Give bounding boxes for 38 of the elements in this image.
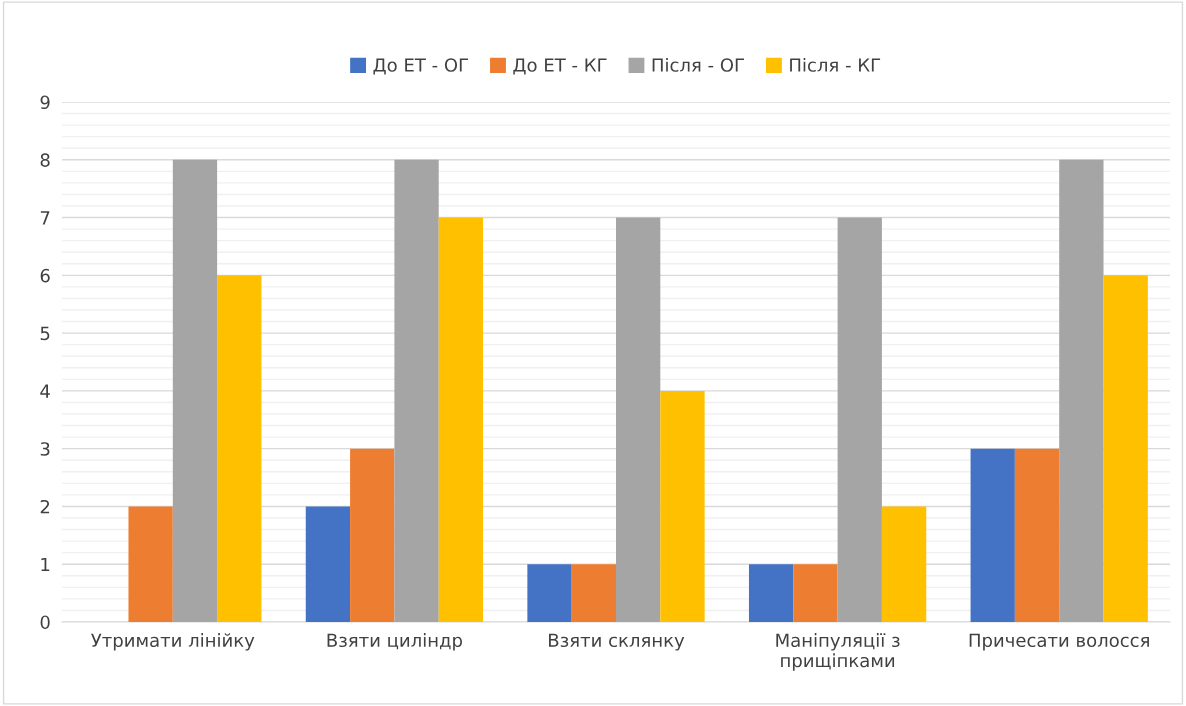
bar xyxy=(527,564,572,622)
x-tick-label: Маніпуляції з прищіпками xyxy=(776,633,900,671)
bar xyxy=(1014,448,1060,622)
bar xyxy=(438,217,484,622)
legend-label: До ЕТ - ОГ xyxy=(373,58,469,75)
x-tick-label: Причесати волосся xyxy=(969,633,1149,651)
bar xyxy=(881,506,927,622)
y-tick-label: 5 xyxy=(40,326,50,341)
bar xyxy=(128,506,173,622)
legend-label: Після - КГ xyxy=(790,57,881,72)
y-tick-label: 6 xyxy=(40,268,50,283)
bar xyxy=(394,159,439,622)
y-tick-label: 3 xyxy=(40,442,50,456)
y-tick-label: 1 xyxy=(41,557,50,572)
bar xyxy=(970,448,1015,622)
bar xyxy=(571,564,616,622)
bar xyxy=(793,564,838,622)
bar xyxy=(660,390,705,622)
y-tick-label: 4 xyxy=(40,384,50,398)
bar xyxy=(1103,275,1148,622)
y-tick-label: 9 xyxy=(40,95,50,110)
x-tick-label: Взяти циліндр xyxy=(327,633,462,651)
y-tick-label: 7 xyxy=(40,211,50,225)
x-tick-label: Утримати лінійку xyxy=(91,633,255,651)
y-tick-label: 0 xyxy=(40,615,50,630)
bar xyxy=(616,217,661,622)
y-tick-label: 8 xyxy=(40,153,50,167)
bar xyxy=(837,217,882,622)
bar xyxy=(172,159,218,622)
y-tick-label: 2 xyxy=(40,499,50,514)
legend-label: До ЕТ - КГ xyxy=(513,58,607,75)
legend-label: Після - ОГ xyxy=(652,57,744,72)
x-tick-label: Взяти склянку xyxy=(549,633,685,651)
bar xyxy=(305,506,351,622)
bar xyxy=(1059,159,1104,622)
bar xyxy=(350,448,395,622)
bar xyxy=(217,275,262,622)
bar xyxy=(748,564,794,622)
